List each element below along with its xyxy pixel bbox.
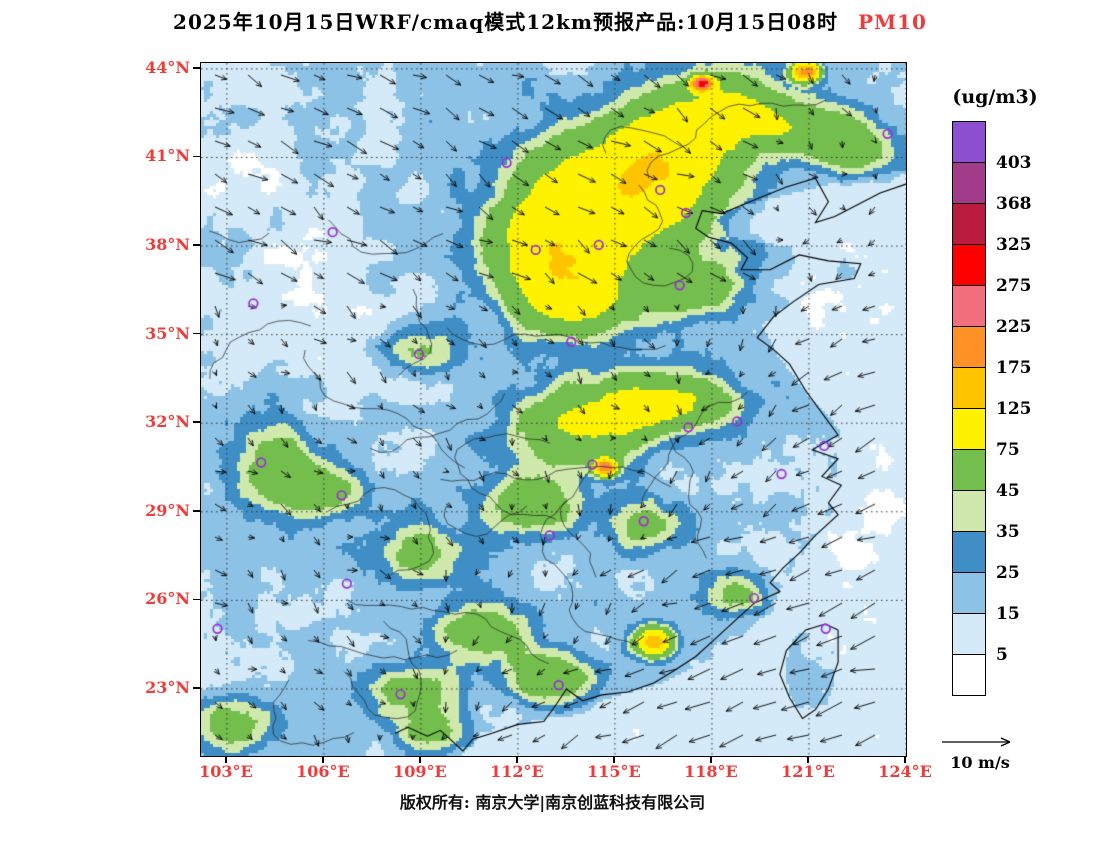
chart-title-main: 2025年10月15日WRF/cmaq模式12km预报产品:10月15日08时	[173, 10, 838, 34]
legend-color-cell	[952, 408, 986, 450]
legend-value-label: 368	[996, 194, 1032, 214]
lat-tick-mark	[193, 421, 200, 423]
legend-color-cell	[952, 285, 986, 327]
lat-tick-mark	[193, 332, 200, 335]
lat-tick-label: 44°N	[145, 57, 190, 77]
legend-value-label: 25	[996, 563, 1020, 583]
lat-tick-mark	[193, 687, 200, 689]
lat-tick-label: 35°N	[145, 323, 190, 343]
lon-tick-label: 118°E	[684, 762, 738, 781]
lon-tick-label: 103°E	[199, 762, 253, 781]
lat-tick-mark	[193, 510, 200, 512]
legend-color-cell	[952, 654, 986, 696]
lat-tick-label: 23°N	[145, 677, 190, 697]
wind-reference-arrow	[942, 737, 1011, 747]
lat-tick-label: 38°N	[145, 235, 190, 255]
lon-tick-label: 106°E	[296, 762, 350, 781]
colorbar	[952, 121, 986, 696]
map-canvas	[201, 63, 906, 756]
legend-value-label: 35	[996, 522, 1020, 542]
legend-value-label: 5	[996, 645, 1008, 665]
wind-reference-label: 10 m/s	[950, 753, 1010, 772]
legend-value-label: 45	[996, 481, 1020, 501]
copyright-text: 版权所有: 南京大学|南京创蓝科技有限公司	[399, 793, 706, 812]
legend-value-label: 325	[996, 235, 1032, 255]
lat-tick-label: 29°N	[145, 500, 190, 520]
lon-tick-mark	[904, 755, 906, 763]
lon-tick-mark	[419, 755, 421, 763]
chart-title: 2025年10月15日WRF/cmaq模式12km预报产品:10月15日08时 …	[130, 6, 970, 35]
lon-tick-mark	[516, 755, 518, 763]
lat-tick-mark	[193, 244, 200, 246]
lat-tick-mark	[193, 598, 200, 601]
legend-color-cell	[952, 162, 986, 204]
legend-color-cell	[952, 326, 986, 368]
legend-color-cell	[952, 244, 986, 286]
lon-tick-label: 124°E	[878, 762, 932, 781]
legend-color-cell	[952, 531, 986, 573]
legend-value-label: 275	[996, 276, 1032, 296]
pollutant-label: PM10	[857, 10, 927, 34]
legend-value-label: 75	[996, 440, 1020, 460]
lon-tick-label: 109°E	[393, 762, 447, 781]
legend-value-label: 15	[996, 604, 1020, 624]
legend-value-label: 225	[996, 317, 1032, 337]
lon-tick-mark	[807, 755, 809, 763]
lon-tick-label: 121°E	[781, 762, 835, 781]
legend-color-cell	[952, 367, 986, 409]
legend-value-label: 175	[996, 358, 1032, 378]
lat-tick-mark	[193, 155, 200, 158]
legend-color-cell	[952, 203, 986, 245]
lon-tick-label: 115°E	[587, 762, 641, 781]
lat-tick-mark	[193, 67, 200, 69]
legend-color-cell	[952, 449, 986, 491]
lon-tick-mark	[613, 755, 615, 763]
legend-value-label: 125	[996, 399, 1032, 419]
legend-units-label: (ug/m3)	[952, 86, 1038, 108]
legend-color-cell	[952, 121, 986, 163]
lon-tick-mark	[322, 755, 324, 763]
map-frame	[200, 62, 907, 757]
lon-tick-mark	[710, 755, 712, 763]
lat-tick-label: 26°N	[145, 589, 190, 609]
legend-color-cell	[952, 572, 986, 614]
lat-tick-label: 32°N	[145, 412, 190, 432]
legend-value-label: 403	[996, 153, 1032, 173]
legend-color-cell	[952, 613, 986, 655]
legend-color-cell	[952, 490, 986, 532]
lat-tick-label: 41°N	[145, 146, 190, 166]
lon-tick-mark	[225, 755, 227, 763]
lon-tick-label: 112°E	[490, 762, 544, 781]
